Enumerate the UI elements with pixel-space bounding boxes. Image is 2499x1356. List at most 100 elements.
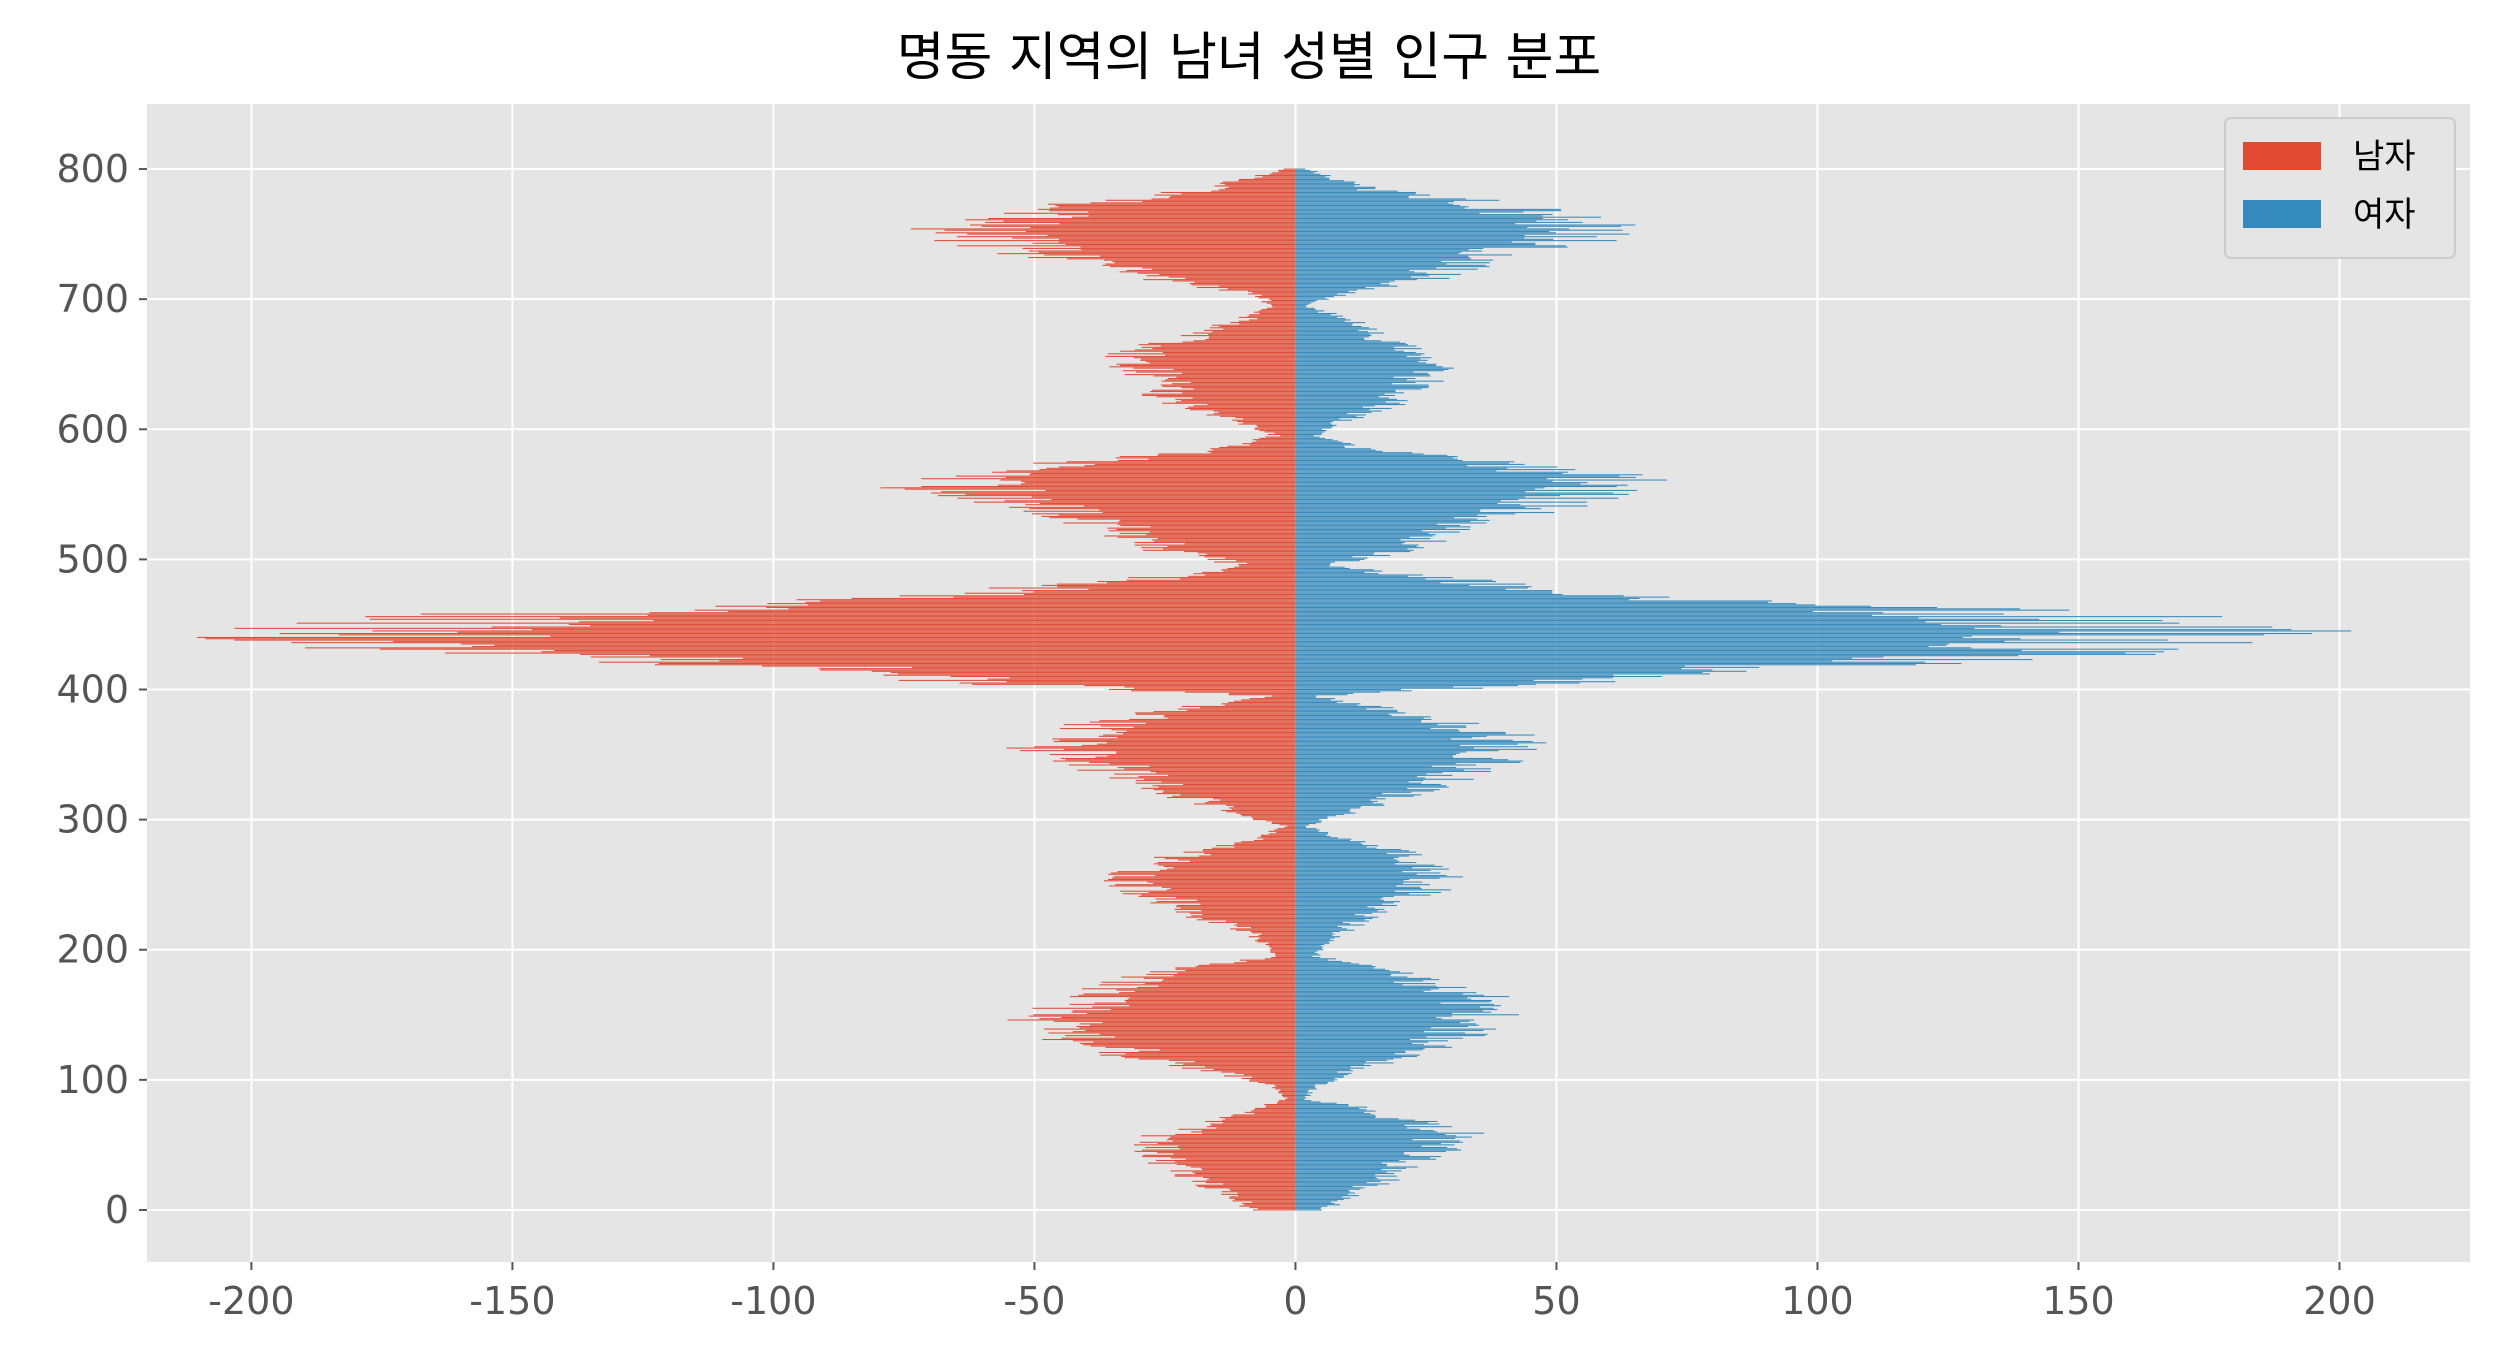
bar — [1295, 672, 1703, 674]
bar — [1295, 486, 1617, 488]
bar — [1240, 813, 1296, 815]
bar — [1295, 1074, 1349, 1076]
bar — [1295, 773, 1427, 775]
bar — [279, 633, 1296, 635]
bar — [1295, 631, 2060, 633]
bar — [1295, 981, 1394, 983]
bar — [1295, 220, 1537, 222]
bar — [1134, 1048, 1296, 1050]
bar — [1150, 391, 1296, 393]
bar — [1257, 318, 1296, 320]
bar — [1009, 506, 1296, 508]
bar — [1295, 579, 1493, 581]
bar — [1024, 482, 1296, 484]
bar — [1295, 946, 1323, 948]
bar — [1106, 582, 1296, 584]
bar — [1295, 763, 1456, 765]
bar — [1295, 738, 1452, 740]
bar — [1295, 644, 1946, 646]
bar — [1295, 279, 1417, 281]
bar — [1161, 380, 1296, 382]
bar — [1295, 1150, 1446, 1152]
bar — [1295, 661, 1926, 663]
bar — [1295, 953, 1318, 955]
bar — [296, 622, 1296, 624]
bar — [1176, 904, 1296, 907]
bar — [1295, 404, 1406, 406]
bar — [1182, 392, 1296, 394]
bar — [1295, 393, 1385, 395]
bar — [1145, 361, 1296, 363]
bar — [1295, 1027, 1432, 1029]
bar — [1206, 1179, 1296, 1181]
bar — [1211, 1124, 1296, 1126]
bar — [1295, 400, 1408, 402]
bar — [1295, 342, 1406, 344]
bar — [1295, 333, 1370, 335]
bar — [1079, 1023, 1296, 1025]
bar — [1255, 940, 1296, 942]
bar — [1295, 973, 1392, 975]
bar — [1231, 808, 1296, 810]
bar — [1254, 311, 1296, 313]
bar — [1295, 704, 1358, 706]
bar — [1295, 994, 1485, 996]
y-tick-label: 700 — [56, 277, 129, 321]
bar — [1213, 1068, 1296, 1070]
bar — [1157, 862, 1296, 864]
bar — [1295, 1085, 1315, 1087]
bar — [1295, 989, 1432, 991]
bar — [1295, 545, 1417, 547]
bar — [1295, 767, 1457, 769]
bar — [1295, 841, 1366, 843]
bar — [1236, 812, 1296, 814]
bar — [1295, 1019, 1475, 1021]
bar — [1249, 314, 1296, 316]
bar — [1295, 315, 1343, 317]
chart-title: 명동 지역의 남녀 성별 인구 분포 — [897, 28, 1602, 88]
bar — [1295, 858, 1394, 860]
bar — [1295, 1070, 1353, 1072]
bar — [1295, 834, 1327, 836]
bar — [1044, 1028, 1296, 1030]
bar — [921, 486, 1296, 488]
bar — [1117, 871, 1296, 873]
bar — [1295, 583, 1526, 585]
bar — [1295, 933, 1335, 935]
bar — [1295, 882, 1404, 884]
bar — [1295, 725, 1466, 727]
bar — [1076, 1025, 1296, 1028]
bar — [1295, 514, 1478, 516]
bar — [1133, 357, 1296, 359]
bar — [1210, 452, 1296, 454]
bar — [1138, 344, 1296, 346]
bar — [1099, 255, 1296, 257]
bar — [1295, 895, 1395, 897]
bar — [1295, 720, 1422, 722]
bar — [1295, 517, 1455, 519]
bar — [1295, 357, 1432, 359]
bar — [1204, 802, 1296, 804]
bar — [1100, 725, 1296, 727]
bar — [1229, 1196, 1296, 1198]
bar — [1003, 220, 1296, 222]
bar — [1295, 224, 1636, 226]
bar — [1234, 1072, 1296, 1074]
bar — [1295, 186, 1376, 188]
bar — [1295, 846, 1367, 848]
bar — [1295, 521, 1471, 523]
bar — [1295, 959, 1328, 961]
bar — [1295, 1083, 1328, 1085]
bar — [1057, 586, 1296, 588]
bar — [1168, 276, 1296, 278]
bar — [1265, 436, 1296, 438]
bar — [1295, 634, 2265, 636]
bar — [1183, 1063, 1296, 1065]
bar — [1124, 1057, 1296, 1059]
bar — [1295, 787, 1408, 789]
bar — [531, 629, 1296, 631]
bar — [1295, 716, 1431, 718]
bar — [1107, 878, 1296, 880]
bar — [1295, 604, 1816, 606]
bar — [1295, 353, 1425, 355]
